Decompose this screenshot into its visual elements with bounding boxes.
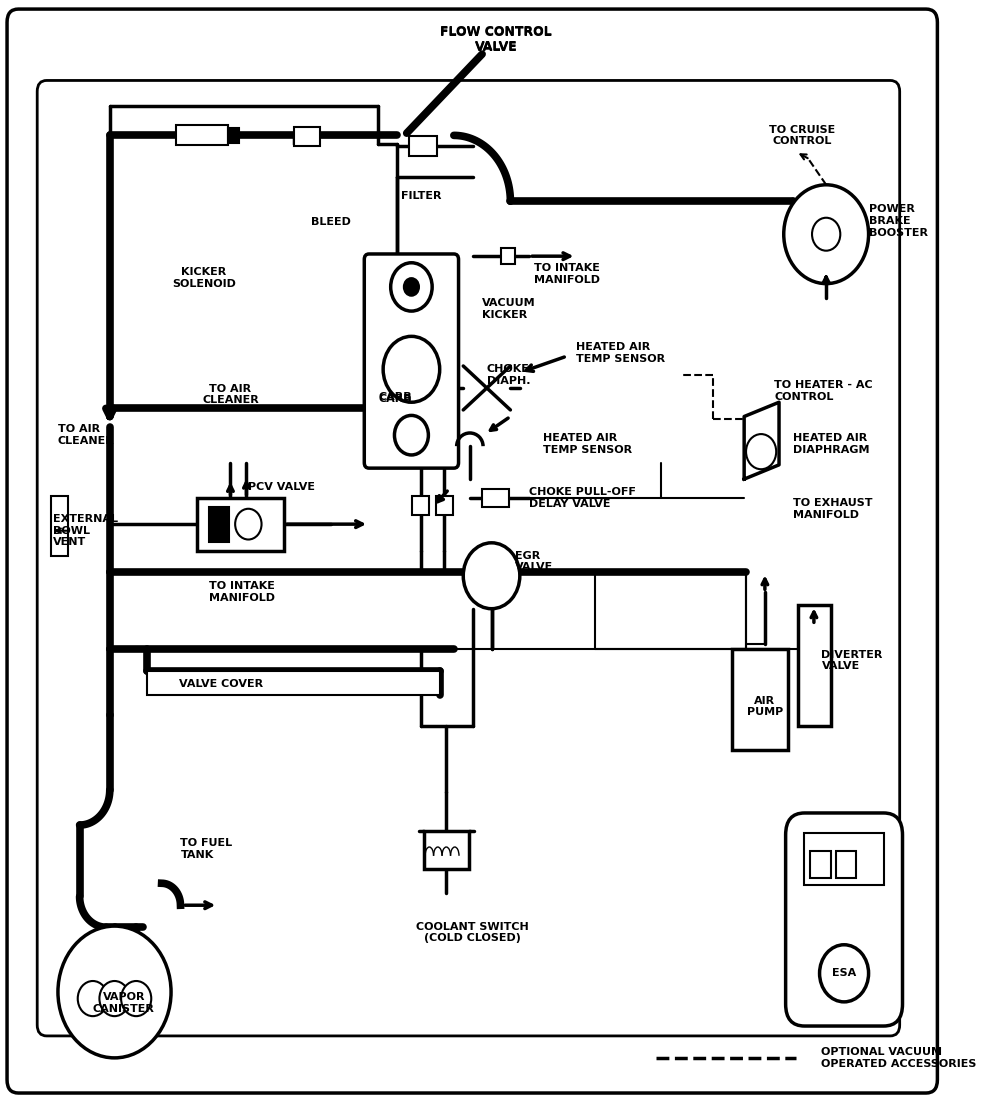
FancyBboxPatch shape	[37, 80, 900, 1036]
Circle shape	[784, 185, 869, 284]
Text: CHOKE
DIAPH.: CHOKE DIAPH.	[487, 364, 530, 385]
Bar	[501, 249, 515, 264]
Text: EXTERNAL
BOWL
VENT: EXTERNAL BOWL VENT	[53, 514, 118, 547]
Text: FLOW CONTROL
VALVE: FLOW CONTROL VALVE	[440, 24, 552, 53]
Text: TO AIR
CLEANER: TO AIR CLEANER	[58, 424, 115, 446]
Text: TO INTAKE
MANIFOLD: TO INTAKE MANIFOLD	[534, 263, 600, 284]
Bar	[482, 489, 509, 506]
Circle shape	[746, 434, 776, 469]
FancyBboxPatch shape	[364, 254, 459, 468]
Bar	[798, 606, 831, 727]
FancyBboxPatch shape	[786, 813, 903, 1026]
Circle shape	[820, 945, 869, 1002]
Text: FLOW CONTROL
VALVE: FLOW CONTROL VALVE	[440, 25, 552, 54]
Text: BLEED: BLEED	[311, 217, 350, 227]
Text: HEATED AIR
DIAPHRAGM: HEATED AIR DIAPHRAGM	[793, 433, 870, 455]
Text: HEATED AIR
TEMP SENSOR: HEATED AIR TEMP SENSOR	[543, 433, 633, 455]
Text: TO HEATER - AC
CONTROL: TO HEATER - AC CONTROL	[774, 381, 873, 402]
Text: CARB: CARB	[379, 394, 412, 404]
Text: TO EXHAUST
MANIFOLD: TO EXHAUST MANIFOLD	[793, 498, 873, 520]
Bar	[294, 127, 320, 146]
Text: CARB: CARB	[379, 392, 412, 402]
Text: PCV VALVE: PCV VALVE	[248, 482, 315, 492]
Bar	[412, 495, 429, 515]
Text: ESA: ESA	[832, 968, 856, 979]
Text: TO INTAKE
MANIFOLD: TO INTAKE MANIFOLD	[209, 581, 275, 603]
Circle shape	[463, 543, 520, 609]
Text: TO CRUISE
CONTROL: TO CRUISE CONTROL	[769, 124, 836, 146]
Bar	[228, 128, 239, 143]
Text: TO AIR
CLEANER: TO AIR CLEANER	[202, 383, 259, 405]
Bar	[436, 495, 453, 515]
Text: COOLANT SWITCH
(COLD CLOSED): COOLANT SWITCH (COLD CLOSED)	[416, 922, 529, 944]
Text: EGR
VALVE: EGR VALVE	[515, 550, 553, 573]
Bar	[409, 137, 437, 156]
Circle shape	[812, 218, 840, 251]
Circle shape	[235, 509, 262, 539]
Bar	[810, 851, 831, 877]
Bar	[804, 832, 884, 885]
FancyBboxPatch shape	[7, 9, 937, 1093]
Circle shape	[383, 336, 440, 402]
Text: HEATED AIR
TEMP SENSOR: HEATED AIR TEMP SENSOR	[576, 342, 665, 363]
Text: VACUUM
KICKER: VACUUM KICKER	[482, 298, 536, 319]
Bar	[732, 650, 788, 751]
Text: VAPOR
CANISTER: VAPOR CANISTER	[93, 992, 155, 1014]
Bar	[209, 506, 229, 542]
Circle shape	[99, 981, 130, 1016]
Circle shape	[394, 415, 428, 455]
Text: CHOKE PULL-OFF
DELAY VALVE: CHOKE PULL-OFF DELAY VALVE	[529, 487, 636, 509]
Text: FILTER: FILTER	[401, 192, 441, 201]
Circle shape	[78, 981, 108, 1016]
Circle shape	[404, 279, 419, 296]
Text: POWER
BRAKE
BOOSTER: POWER BRAKE BOOSTER	[869, 205, 928, 238]
Bar	[147, 672, 440, 696]
Bar	[176, 126, 228, 145]
Bar	[51, 495, 68, 556]
Bar	[424, 830, 469, 869]
Circle shape	[391, 263, 432, 312]
Polygon shape	[744, 402, 779, 479]
Text: AIR
PUMP: AIR PUMP	[747, 696, 783, 717]
Circle shape	[58, 926, 171, 1058]
Bar	[836, 851, 856, 877]
Text: OPTIONAL VACUUM
OPERATED ACCESSORIES: OPTIONAL VACUUM OPERATED ACCESSORIES	[821, 1047, 977, 1069]
Bar	[197, 498, 284, 550]
Text: KICKER
SOLENOID: KICKER SOLENOID	[172, 268, 236, 288]
Text: VALVE COVER: VALVE COVER	[179, 679, 263, 689]
Circle shape	[121, 981, 151, 1016]
Text: DIVERTER
VALVE: DIVERTER VALVE	[821, 650, 883, 672]
Text: TO FUEL
TANK: TO FUEL TANK	[180, 839, 233, 860]
